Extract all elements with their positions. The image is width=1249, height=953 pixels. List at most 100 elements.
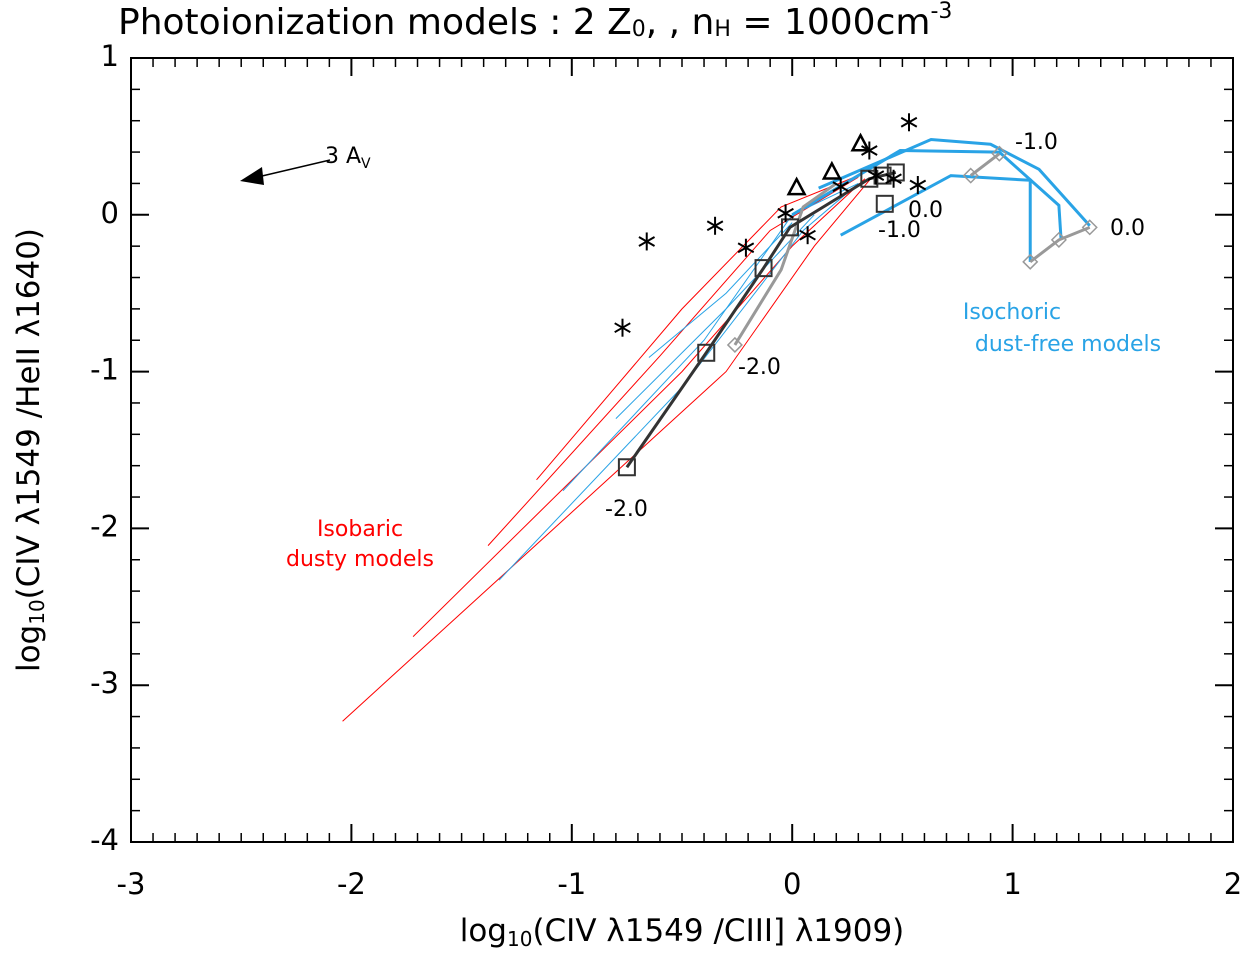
- y-tick-label: -3: [90, 666, 119, 700]
- annotation: -1.0: [878, 218, 921, 243]
- diamond-marker: [1022, 253, 1039, 270]
- data-point: [821, 160, 842, 180]
- x-axis-label: log10(CIV λ1549 /CIII] λ1909): [460, 913, 905, 951]
- arrow-shaft: [261, 159, 331, 177]
- annotation: dust-free models: [975, 332, 1161, 357]
- x-tick-label: 2: [1224, 867, 1242, 901]
- square-marker: [780, 218, 799, 237]
- asterisk-stroke: [706, 220, 724, 232]
- title-part: = 1000cm: [731, 2, 931, 43]
- label-part: log: [460, 913, 507, 949]
- title-part: , , n: [646, 2, 715, 43]
- y-tick-label: 0: [101, 196, 119, 230]
- series-line: [536, 175, 859, 481]
- asterisk-stroke: [737, 242, 755, 254]
- triangle-marker: [821, 160, 842, 180]
- series-line: [625, 171, 897, 469]
- y-tick-label: -4: [90, 823, 119, 857]
- data-point: [867, 166, 885, 185]
- triangle-marker: [850, 132, 871, 152]
- data-point: [614, 318, 631, 337]
- series-line: [498, 183, 859, 581]
- data-point: [832, 177, 849, 196]
- x-tick-label: -2: [337, 867, 366, 901]
- data-point: [786, 176, 807, 196]
- diamond-marker: [726, 336, 743, 354]
- annotation: 0.0: [1110, 216, 1145, 241]
- y-tick-label: -1: [90, 353, 119, 387]
- asterisk-stroke: [614, 322, 631, 334]
- label-part: (CIV λ1549 /CIII] λ1909): [532, 913, 904, 949]
- square-marker: [754, 259, 773, 278]
- chart-title: Photoionization models : 2 Z0, , nH = 10…: [118, 0, 952, 43]
- data-point: [1050, 231, 1067, 248]
- series-line: [839, 174, 1032, 262]
- y-axis-label: log10(CIV λ1549 /HeII λ1640): [11, 228, 49, 672]
- data-point: [885, 169, 902, 188]
- title-part: -3: [930, 0, 952, 24]
- label-part: 3 A: [325, 144, 361, 169]
- series-line: [1029, 225, 1091, 264]
- data-point: [697, 343, 716, 362]
- square-marker: [617, 458, 636, 477]
- data-point: [900, 113, 918, 132]
- data-point: [726, 336, 743, 354]
- triangle-marker: [786, 176, 807, 196]
- asterisk-stroke: [867, 170, 885, 181]
- arrow-label: 3 AV: [325, 144, 371, 172]
- diamond-marker: [962, 167, 979, 184]
- data-point: [777, 204, 794, 223]
- annotation: dusty models: [286, 547, 434, 572]
- series-line: [791, 149, 1063, 240]
- annotation: Isochoric: [963, 300, 1061, 325]
- series-line: [969, 152, 1001, 177]
- annotation: -2.0: [738, 355, 781, 380]
- plot-frame: [130, 57, 1234, 843]
- data-point: [875, 194, 894, 213]
- diamond-marker: [991, 145, 1008, 162]
- square-marker: [697, 343, 716, 362]
- asterisk-stroke: [885, 173, 902, 185]
- asterisk-stroke: [777, 207, 794, 219]
- data-point: [754, 259, 773, 278]
- data-point: [737, 238, 755, 257]
- asterisk-stroke: [909, 179, 927, 191]
- data-point: [799, 226, 816, 245]
- data-point: [991, 145, 1008, 162]
- asterisk-stroke: [799, 229, 816, 241]
- x-tick-label: 0: [783, 867, 801, 901]
- label-part: log: [11, 625, 47, 672]
- title-part: Photoionization models : 2 Z: [118, 2, 632, 43]
- series-line: [342, 179, 870, 722]
- asterisk-stroke: [638, 236, 656, 247]
- data-point: [909, 176, 927, 195]
- y-tick-label: -2: [90, 509, 119, 543]
- series-line: [412, 178, 866, 637]
- y-tick-label: 1: [101, 39, 119, 73]
- annotation: 0.0: [908, 198, 943, 223]
- data-point: [706, 216, 724, 235]
- title-part: H: [714, 17, 731, 42]
- diamond-marker: [1050, 231, 1067, 248]
- label-part: V: [361, 156, 371, 172]
- diamond-marker: [1081, 219, 1098, 236]
- series-line: [733, 182, 838, 346]
- data-point: [780, 218, 799, 237]
- label-part: (CIV λ1549 /HeII λ1640): [11, 228, 47, 599]
- x-tick-label: 1: [1003, 867, 1021, 901]
- annotation: Isobaric: [317, 517, 403, 542]
- x-tick-label: -1: [557, 867, 586, 901]
- title-part: 0: [632, 17, 646, 42]
- annotation: -2.0: [605, 497, 648, 522]
- asterisk-stroke: [900, 116, 918, 128]
- data-point: [638, 232, 656, 251]
- annotation: -1.0: [1015, 130, 1058, 155]
- asterisk-stroke: [832, 181, 849, 192]
- data-point: [617, 458, 636, 477]
- square-marker: [875, 194, 894, 213]
- arrow-head: [240, 167, 264, 185]
- label-part: 10: [25, 599, 49, 624]
- series-line: [615, 214, 815, 419]
- data-point: [1081, 219, 1098, 236]
